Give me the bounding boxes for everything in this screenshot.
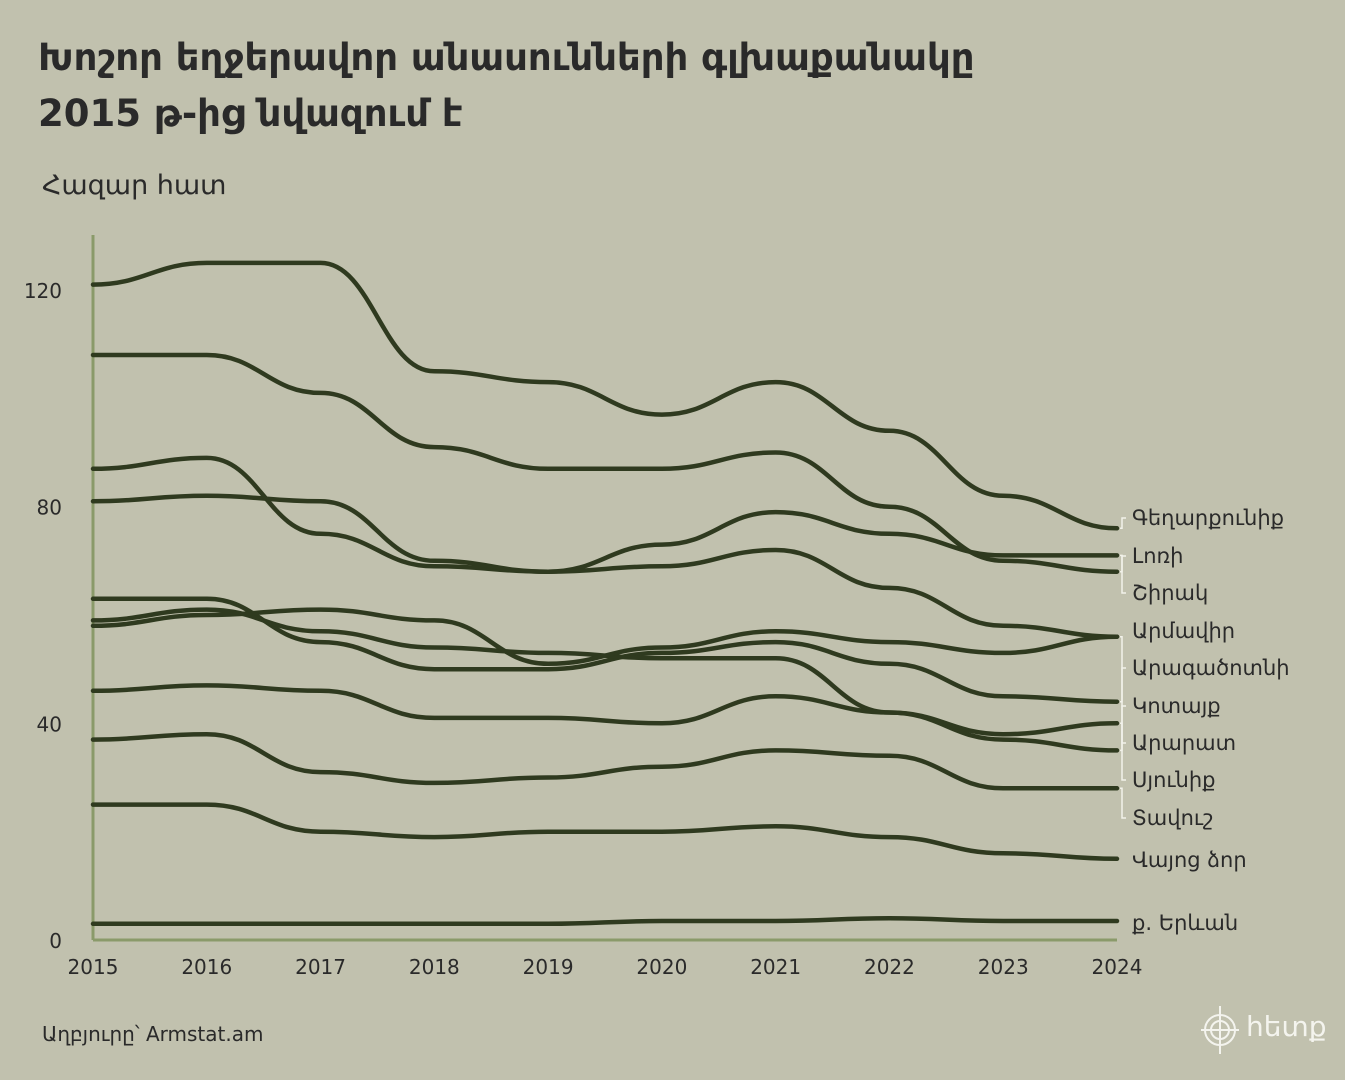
x-tick-label: 2016 — [181, 955, 232, 979]
logo-text: հետք — [1246, 1010, 1327, 1043]
label-connector — [1120, 722, 1126, 781]
series-label: Լոռի — [1132, 544, 1183, 568]
publisher-logo: հետք — [1198, 1000, 1338, 1060]
series-line — [90, 607, 1120, 667]
series-label: Շիրակ — [1132, 581, 1208, 605]
chart-series-lines — [90, 260, 1120, 927]
series-line — [90, 916, 1120, 927]
series-line — [90, 802, 1120, 862]
series-label: Արագածոտնի — [1132, 656, 1290, 680]
series-label: Տավուշ — [1132, 806, 1213, 830]
label-connector — [1120, 787, 1126, 819]
x-tick-label: 2024 — [1092, 955, 1143, 979]
x-tick-label: 2022 — [864, 955, 915, 979]
series-label: Կոտայք — [1132, 694, 1221, 718]
label-connector — [1120, 667, 1126, 703]
series-label: Արարատ — [1132, 731, 1236, 755]
series-label: Վայոց ձոր — [1132, 848, 1247, 872]
label-connector — [1120, 517, 1126, 530]
series-line — [90, 683, 1120, 737]
chart-title: Խոշոր եղջերավոր անասունների գլխաքանակը 2… — [38, 30, 1288, 142]
label-connector — [1120, 555, 1126, 573]
y-tick-label: 80 — [37, 496, 62, 520]
y-tick-label: 120 — [24, 279, 62, 303]
y-tick-label: 0 — [49, 929, 62, 953]
x-tick-label: 2015 — [68, 955, 119, 979]
title-line-1: Խոշոր եղջերավոր անասունների գլխաքանակը — [38, 36, 975, 79]
series-line — [90, 455, 1120, 574]
y-axis-unit-label: Հազար հատ — [42, 170, 227, 201]
series-line — [90, 352, 1120, 574]
label-connector — [1120, 635, 1126, 744]
x-tick-label: 2018 — [409, 955, 460, 979]
series-label: Արմավիր — [1132, 619, 1235, 643]
chart-series-labels: Գեղարքունիք Լոռի Շիրակ Արմավիր Արագածոտնի Կոտ… — [1120, 506, 1290, 935]
title-line-2: 2015 թ-ից նվազում է — [38, 92, 463, 135]
x-tick-label: 2021 — [750, 955, 801, 979]
label-connector — [1120, 554, 1126, 594]
chart-axes: 0 40 80 120 2015 2016 2017 2018 2019 2020 2021 2022… — [24, 235, 1143, 979]
series-line — [90, 493, 1120, 639]
x-tick-label: 2020 — [636, 955, 687, 979]
y-tick-label: 40 — [37, 712, 62, 736]
series-label: Սյունիք — [1132, 768, 1216, 792]
series-label: Գեղարքունիք — [1132, 506, 1284, 530]
series-line — [90, 260, 1120, 531]
series-line — [90, 731, 1120, 791]
x-tick-label: 2019 — [523, 955, 574, 979]
source-note: Աղբյուրը՝ Armstat.am — [42, 1022, 264, 1046]
x-tick-label: 2023 — [978, 955, 1029, 979]
x-tick-label: 2017 — [295, 955, 346, 979]
logo-mark-icon — [1201, 1006, 1239, 1054]
series-label: ք. Երևան — [1132, 911, 1238, 935]
